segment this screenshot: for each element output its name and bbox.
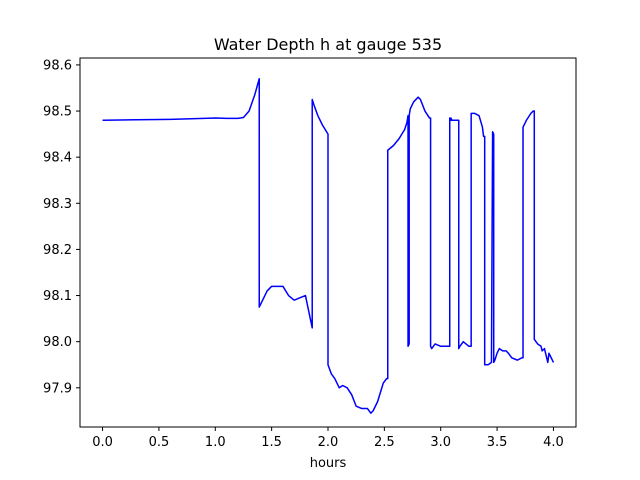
chart-title: Water Depth h at gauge 535: [214, 35, 442, 54]
x-axis-ticks: 0.0 0.5 1.0 1.5 2.0 2.5 3.0 3.5 4.0: [92, 427, 564, 450]
y-tick-label: 98.1: [43, 289, 72, 304]
x-tick-label: 3.5: [487, 435, 508, 450]
y-tick-label: 98.2: [43, 243, 72, 258]
y-tick-label: 98.6: [43, 58, 72, 73]
x-tick-label: 1.0: [205, 435, 226, 450]
y-tick-label: 98.4: [43, 151, 72, 166]
x-tick-label: 2.0: [318, 435, 339, 450]
series-line-0: [102, 78, 555, 414]
plot-frame: [79, 57, 577, 428]
y-tick-label: 98.5: [43, 105, 72, 120]
x-tick-label: 0.5: [149, 435, 170, 450]
x-tick-label: 2.5: [374, 435, 395, 450]
y-tick-label: 98.0: [43, 335, 72, 350]
x-tick-label: 0.0: [92, 435, 113, 450]
x-tick-label: 3.0: [430, 435, 451, 450]
y-tick-label: 98.3: [43, 197, 72, 212]
y-tick-label: 97.9: [43, 381, 72, 396]
y-axis-ticks: 97.9 98.0 98.1 98.2 98.3 98.4 98.5 98.6: [43, 58, 80, 396]
x-tick-label: 4.0: [543, 435, 564, 450]
x-tick-label: 1.5: [261, 435, 282, 450]
x-axis-label: hours: [310, 456, 347, 471]
series-layer: [102, 78, 555, 414]
